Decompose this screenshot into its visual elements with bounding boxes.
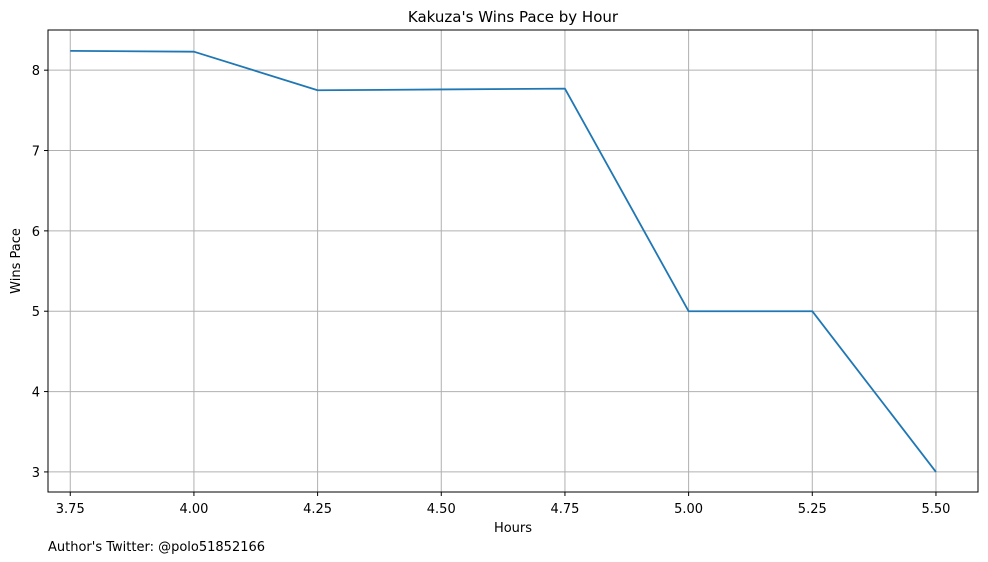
author-footnote: Author's Twitter: @polo51852166 (48, 540, 265, 555)
x-tick-label: 5.25 (798, 502, 827, 517)
x-tick-label: 5.00 (674, 502, 703, 517)
axes-frame (47, 29, 979, 493)
y-tick-label: 8 (32, 64, 40, 79)
x-tick-label: 5.50 (921, 502, 950, 517)
x-axis-title: Hours (494, 521, 532, 536)
series-line (70, 49, 937, 473)
x-tick-label: 4.00 (179, 502, 208, 517)
plot-area (70, 49, 937, 473)
y-axis-title: Wins Pace (9, 228, 24, 294)
y-tick-label: 3 (32, 466, 40, 481)
chart-title: Kakuza's Wins Pace by Hour (408, 8, 619, 26)
grid (48, 30, 978, 492)
y-tick-label: 5 (32, 305, 40, 320)
x-tick-label: 4.75 (550, 502, 579, 517)
y-tick-label: 7 (32, 145, 40, 160)
y-tick-label: 4 (32, 386, 40, 401)
labels: 3.75 4.00 4.25 4.50 4.75 5.00 5.25 5.50 3 4 5 6 7 8 (32, 64, 951, 517)
y-tick-label: 6 (32, 225, 40, 240)
x-tick-label: 4.50 (427, 502, 456, 517)
axes (44, 29, 979, 496)
x-tick-label: 4.25 (303, 502, 332, 517)
x-tick-label: 3.75 (56, 502, 85, 517)
